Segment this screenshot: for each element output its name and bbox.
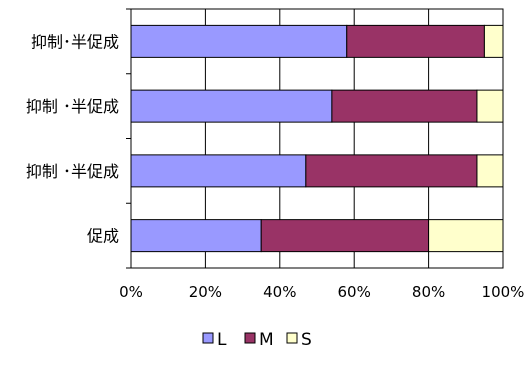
bar-segment-L [130, 89, 333, 123]
bar-segment-S [428, 219, 504, 253]
x-tick-label: 40% [263, 283, 296, 301]
bars [130, 24, 504, 253]
category-label: 抑制･半促成 [31, 32, 119, 51]
bar-segment-M [260, 219, 430, 253]
legend-swatch-S [286, 332, 298, 344]
bar-segment-L [130, 219, 262, 253]
x-tick-label: 100% [482, 283, 524, 301]
x-tick-labels: 0% 20% 40% 60% 80% 100% [119, 283, 524, 301]
legend-label-S: S [301, 330, 312, 350]
bar-segment-M [346, 24, 485, 58]
category-label: 促成 [87, 227, 119, 246]
bar-segment-L [130, 24, 348, 58]
legend-swatch-M [244, 332, 256, 344]
x-tick-label: 0% [119, 283, 143, 301]
bar-segment-L [130, 154, 307, 188]
bar-segment-S [483, 24, 504, 58]
bar-segment-M [331, 89, 478, 123]
y-tick-marks [126, 8, 131, 269]
bar-segment-S [476, 154, 504, 188]
legend-swatch-L [202, 332, 214, 344]
x-tick-label: 60% [338, 283, 371, 301]
x-tick-label: 20% [189, 283, 222, 301]
category-label: 抑制 ･半促成 [26, 162, 119, 181]
bar-segment-M [305, 154, 478, 188]
x-tick-label: 80% [412, 283, 445, 301]
legend-label-M: M [259, 330, 274, 350]
legend-label-L: L [217, 330, 227, 350]
category-label: 抑制 ･半促成 [26, 97, 119, 116]
bar-segment-S [476, 89, 504, 123]
